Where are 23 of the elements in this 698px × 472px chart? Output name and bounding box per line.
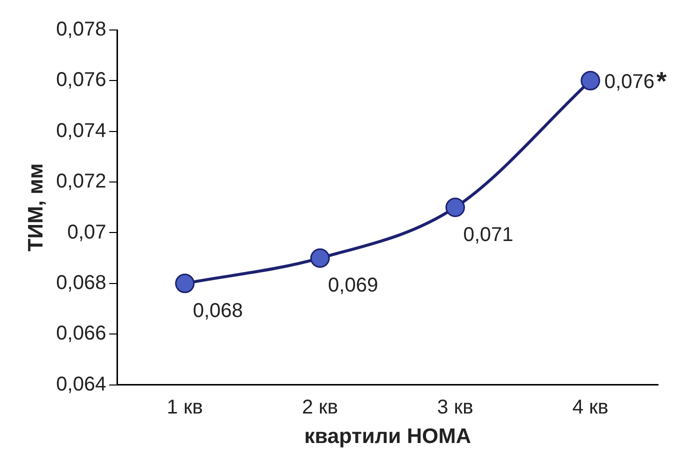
x-tick-label: 2 кв <box>302 396 338 418</box>
data-label: 0,071 <box>463 224 514 246</box>
x-tick-label: 3 кв <box>437 396 474 418</box>
data-label: 0,076 <box>604 71 654 94</box>
x-axis-title: квартили HOMA <box>304 425 472 448</box>
point <box>445 198 465 218</box>
y-tick-label: 0,074 <box>56 120 106 142</box>
x-tick-label: 4 кв <box>572 396 608 418</box>
x-tick-label: 1 кв <box>166 396 203 418</box>
y-tick-label: 0,066 <box>56 322 106 345</box>
y-tick-label: 0,076 <box>56 69 106 92</box>
y-tick-label: 0,072 <box>56 170 106 193</box>
y-tick-label: 0,068 <box>56 272 106 294</box>
point <box>310 248 330 268</box>
y-tick-label: 0,064 <box>56 373 106 396</box>
point <box>175 274 195 294</box>
annotation: * <box>656 66 668 96</box>
point <box>580 70 600 90</box>
y-axis-title: ТИМ, мм <box>24 163 48 252</box>
y-tick-label: 0,078 <box>56 18 106 41</box>
y-tick-label: 0,07 <box>67 221 106 244</box>
data-label: 0,069 <box>328 274 378 297</box>
data-label: 0,068 <box>192 300 243 322</box>
